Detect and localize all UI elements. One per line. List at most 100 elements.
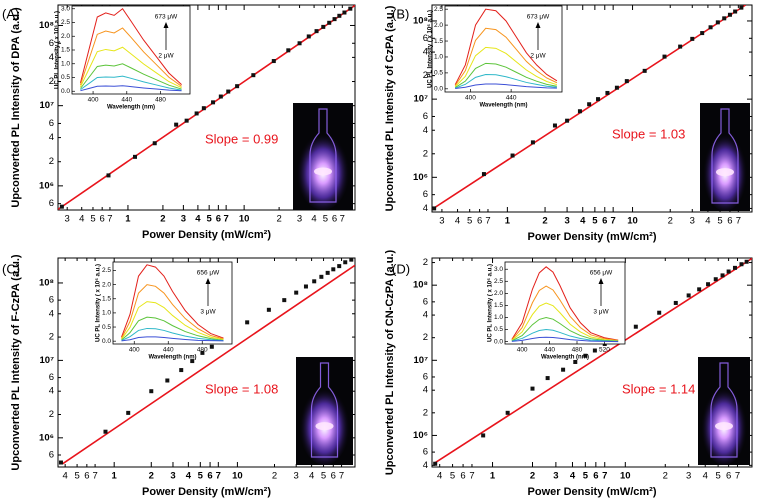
- y-tick-label: 4: [423, 125, 428, 136]
- y-tick-label: 6: [423, 189, 428, 200]
- arrow-head: [205, 278, 211, 284]
- data-point: [614, 85, 619, 90]
- y-tick-label: 10⁶: [39, 180, 54, 191]
- y-tick-label: 10⁸: [413, 280, 428, 291]
- data-point: [552, 123, 557, 128]
- x-tick-label: 7: [340, 214, 345, 225]
- x-tick-label: 7: [469, 471, 474, 482]
- data-point: [481, 433, 486, 438]
- data-point: [321, 24, 326, 29]
- data-point: [722, 16, 727, 21]
- inset-y-tick-label: 0.0: [61, 88, 70, 95]
- inset-y-label: UC PL Intensity ( x 10⁶ a.u.): [55, 11, 61, 89]
- inset-x-tick-label: 480: [197, 347, 208, 354]
- y-tick-label: 10⁷: [40, 355, 55, 366]
- y-tick-label: 6: [423, 447, 428, 458]
- spectrum: [121, 316, 224, 341]
- data-point: [732, 265, 737, 270]
- slope-annotation: Slope = 1.14: [622, 381, 695, 396]
- y-tick-label: 2: [49, 156, 54, 167]
- inset-x-tick-label: 400: [465, 95, 476, 102]
- data-point: [251, 73, 256, 78]
- data-point: [744, 259, 749, 264]
- data-point: [218, 94, 223, 99]
- data-point: [673, 300, 678, 305]
- data-point: [739, 5, 744, 10]
- spectrum: [121, 264, 224, 339]
- x-tick-label: 5: [323, 214, 328, 225]
- data-point: [530, 386, 535, 391]
- y-tick-label: 6: [423, 33, 428, 44]
- x-tick-label: 6: [477, 216, 482, 227]
- data-point: [235, 84, 240, 89]
- spectrum: [121, 301, 224, 340]
- data-point: [184, 118, 189, 123]
- vial: [711, 108, 739, 204]
- y-tick-label: 4: [49, 308, 54, 319]
- y-tick-label: 10⁶: [413, 172, 428, 183]
- data-point: [266, 307, 271, 312]
- data-point: [152, 141, 157, 146]
- spectrum: [121, 284, 224, 340]
- inset-y-label: UC PL Intensity ( x 10⁶ a.u.): [96, 264, 102, 342]
- y-tick-label: 4: [423, 47, 428, 58]
- x-tick-label: 4: [455, 216, 460, 227]
- x-tick-label: 4: [186, 471, 192, 482]
- spectrum: [454, 27, 558, 86]
- arrow-bottom-label: 3 μW: [200, 309, 216, 316]
- inset-y-tick-label: 1.5: [494, 302, 503, 309]
- inset-y-tick-label: 0.5: [102, 324, 111, 331]
- y-tick-label: 6: [49, 295, 54, 306]
- data-point: [505, 410, 510, 415]
- spectrum: [511, 266, 619, 341]
- data-point: [331, 267, 336, 272]
- arrow-top-label: 673 μW: [155, 14, 178, 21]
- data-point: [708, 25, 713, 30]
- inset-x-tick-label: 400: [517, 347, 528, 354]
- x-tick-label: 6: [100, 214, 105, 225]
- vial-spot: [716, 168, 734, 177]
- y-tick-label: 10⁸: [39, 20, 54, 31]
- data-point: [226, 89, 231, 94]
- x-axis-label: Power Density (mW/cm²): [528, 486, 657, 498]
- spectrum: [454, 62, 558, 88]
- plot-frame: [431, 257, 753, 468]
- inset-y-tick-label: 3.0: [61, 5, 70, 12]
- data-point: [573, 359, 578, 364]
- y-tick-label: 6: [49, 118, 54, 129]
- inset-y-tick-label: 2.5: [434, 6, 443, 13]
- inset-y-tick-label: 0.5: [61, 74, 70, 81]
- arrow-top-label: 656 μW: [197, 270, 220, 277]
- inset-x-label: Wavelength (nm): [148, 355, 196, 361]
- data-point: [165, 378, 170, 383]
- data-point: [297, 41, 302, 46]
- x-tick-label: 5: [717, 216, 722, 227]
- data-point: [657, 310, 662, 315]
- x-tick-label: 6: [84, 471, 89, 482]
- panel-label: (C): [2, 261, 20, 276]
- spectrum: [455, 83, 557, 89]
- y-tick-label: 6: [423, 296, 428, 307]
- inset-y-tick-label: 2.5: [494, 278, 503, 285]
- y-tick-label: 2: [423, 148, 428, 159]
- y-axis-label: Upconverted PL Intensity of CzPA (a.u.): [384, 5, 396, 211]
- y-tick-label: 10⁶: [413, 430, 428, 441]
- data-point: [126, 410, 131, 415]
- y-tick-label: 2: [49, 332, 54, 343]
- data-point: [194, 111, 199, 116]
- data-point: [342, 10, 347, 15]
- y-tick-label: 4: [423, 460, 428, 471]
- data-point: [325, 270, 330, 275]
- data-point: [633, 324, 638, 329]
- x-tick-label: 5: [321, 471, 326, 482]
- x-tick-label: 7: [735, 471, 740, 482]
- spectrum: [511, 285, 619, 341]
- data-point: [510, 153, 515, 158]
- data-point: [349, 257, 354, 262]
- x-tick-label: 4: [195, 214, 201, 225]
- arrow-head: [535, 22, 541, 28]
- inset-x-tick-label: 480: [155, 97, 166, 104]
- spectrum: [79, 8, 182, 86]
